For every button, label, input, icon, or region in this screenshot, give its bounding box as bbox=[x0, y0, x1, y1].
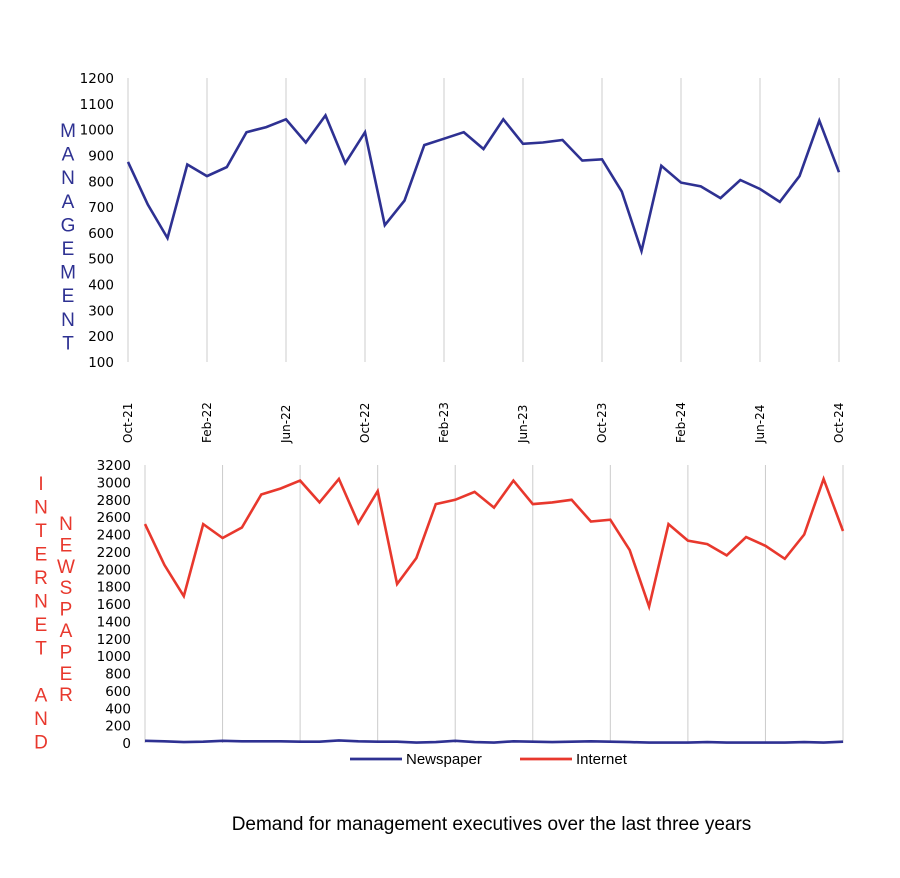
y-axis-label-letter: N bbox=[61, 168, 75, 189]
y-tick-label: 2400 bbox=[97, 528, 131, 544]
internet-newspaper-chart: 3200300028002600240022002000180016001400… bbox=[34, 458, 845, 768]
y-tick-label: 2600 bbox=[97, 510, 131, 526]
x-tick-label: Jun-24 bbox=[753, 405, 767, 444]
y-tick-label: 300 bbox=[88, 303, 114, 319]
y-tick-label: 1800 bbox=[97, 580, 131, 596]
y-tick-label: 800 bbox=[105, 667, 131, 683]
y-axis-label-letter: M bbox=[60, 263, 76, 284]
y-axis-label-inner-letter: P bbox=[60, 600, 73, 621]
y-tick-label: 1000 bbox=[80, 123, 114, 139]
y-axis-label-outer-letter: N bbox=[34, 592, 48, 613]
legend: Newspaper Internet bbox=[350, 751, 628, 768]
y-axis-label-inner-letter: E bbox=[60, 535, 73, 556]
y-axis-label-letter: G bbox=[61, 215, 76, 236]
y-tick-label: 1000 bbox=[97, 649, 131, 665]
y-axis-label-letter: T bbox=[62, 333, 74, 354]
y-axis-label-inner-letter: N bbox=[59, 514, 73, 535]
y-tick-label: 600 bbox=[105, 684, 131, 700]
y-tick-label: 600 bbox=[88, 226, 114, 242]
y-axis-label-outer-letter: T bbox=[35, 521, 47, 542]
y-tick-label: 2200 bbox=[97, 545, 131, 561]
y-tick-label: 800 bbox=[88, 174, 114, 190]
y-tick-label: 700 bbox=[88, 200, 114, 216]
x-tick-label: Oct-23 bbox=[595, 403, 609, 443]
y-axis-label-inner-letter: P bbox=[60, 642, 73, 663]
y-axis-label-outer-letter: E bbox=[35, 615, 48, 636]
x-tick-label: Feb-22 bbox=[200, 402, 214, 443]
y-axis-label-letter: M bbox=[60, 121, 76, 142]
y-axis-label-letter: A bbox=[62, 145, 75, 166]
y-axis-label-outer-letter: N bbox=[34, 709, 48, 730]
y-axis-label-outer-letter: D bbox=[34, 733, 48, 754]
y-axis-label-letter: N bbox=[61, 310, 75, 331]
x-tick-label: Jun-22 bbox=[279, 405, 293, 444]
y-axis-label-outer-letter: I bbox=[38, 474, 43, 495]
y-axis-label-inner-letter: S bbox=[60, 578, 73, 599]
y-tick-label: 100 bbox=[88, 355, 114, 371]
y-tick-label: 1100 bbox=[80, 97, 114, 113]
y-tick-label: 0 bbox=[122, 736, 131, 752]
y-axis-label-letter: A bbox=[62, 192, 75, 213]
y-axis-label-letter: E bbox=[62, 239, 75, 260]
y-tick-label: 3200 bbox=[97, 458, 131, 474]
y-axis-label-inner-letter: W bbox=[57, 557, 75, 578]
newspaper-line bbox=[144, 739, 844, 744]
x-tick-label: Oct-24 bbox=[832, 403, 846, 443]
y-axis-label-outer-letter: A bbox=[35, 686, 48, 707]
y-tick-label: 400 bbox=[105, 701, 131, 717]
x-tick-label: Jun-23 bbox=[516, 405, 530, 444]
y-axis-label-letter: E bbox=[62, 286, 75, 307]
y-tick-label: 2000 bbox=[97, 562, 131, 578]
y-axis-label-inner-letter: A bbox=[60, 621, 73, 642]
y-axis-label-outer-letter: E bbox=[35, 545, 48, 566]
y-axis-label-outer-letter: T bbox=[35, 639, 47, 660]
management-line bbox=[126, 112, 841, 256]
y-axis-label-inner-letter: E bbox=[60, 664, 73, 685]
y-tick-label: 500 bbox=[88, 252, 114, 268]
legend-label-internet: Internet bbox=[576, 751, 628, 768]
y-tick-label: 1600 bbox=[97, 597, 131, 613]
x-tick-label: Feb-23 bbox=[437, 402, 451, 443]
x-tick-label: Oct-21 bbox=[121, 403, 135, 443]
x-tick-label: Oct-22 bbox=[358, 403, 372, 443]
y-tick-label: 400 bbox=[88, 278, 114, 294]
chart-caption: Demand for management executives over th… bbox=[231, 814, 752, 835]
y-tick-label: 1400 bbox=[97, 614, 131, 630]
y-tick-label: 3000 bbox=[97, 475, 131, 491]
y-tick-label: 200 bbox=[88, 329, 114, 345]
y-tick-label: 1200 bbox=[80, 71, 114, 87]
legend-label-newspaper: Newspaper bbox=[406, 751, 482, 768]
management-chart: 1200 1100 1000 900 800 700 600 500 400 300 200 100 O… bbox=[60, 71, 846, 444]
y-tick-label: 200 bbox=[105, 719, 131, 735]
x-tick-label: Feb-24 bbox=[674, 402, 688, 443]
y-tick-label: 2800 bbox=[97, 493, 131, 509]
y-axis-label-inner-letter: R bbox=[59, 685, 73, 706]
y-axis-label-outer-letter: R bbox=[34, 568, 48, 589]
y-tick-label: 900 bbox=[88, 148, 114, 164]
internet-line bbox=[143, 475, 845, 612]
y-tick-label: 1200 bbox=[97, 632, 131, 648]
y-axis-label-outer-letter: N bbox=[34, 498, 48, 519]
